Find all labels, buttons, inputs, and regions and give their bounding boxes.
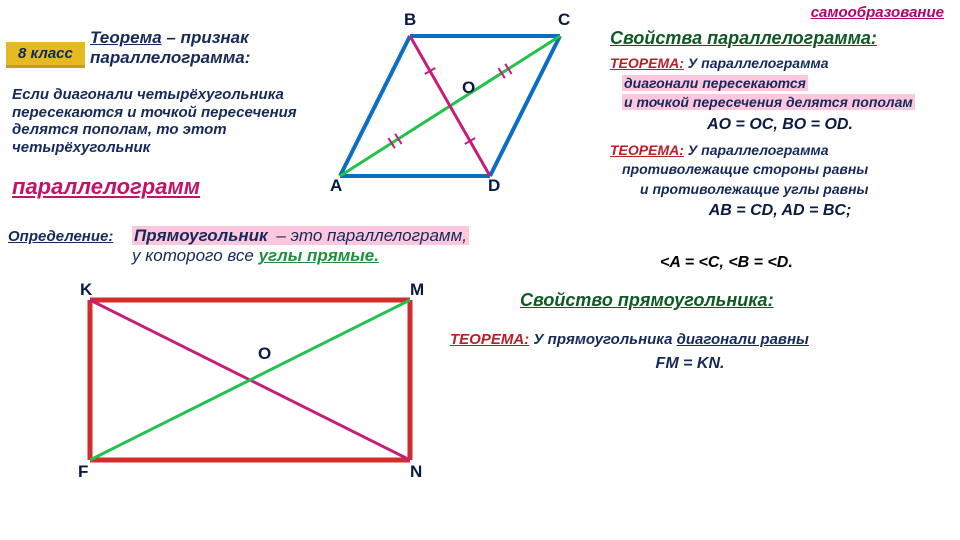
vertex-a: A: [330, 176, 342, 196]
top-right-label: самообразование: [811, 4, 944, 21]
vertex-k: K: [80, 280, 92, 300]
definition-body: Прямоугольник – это параллелограмм, у ко…: [132, 226, 552, 267]
definition-label: Определение:: [8, 228, 113, 245]
rectangle-figure: K M F N O: [70, 280, 430, 490]
center-o: O: [462, 78, 475, 98]
theorem-body: Если диагонали четырёхугольника пересека…: [12, 86, 317, 157]
vertex-m: M: [410, 280, 424, 300]
properties-title: Свойства параллелограмма:: [610, 28, 950, 49]
vertex-d: D: [488, 176, 500, 196]
theorem-title: Теорема – признак параллелограмма:: [90, 28, 250, 69]
vertex-n: N: [410, 462, 422, 482]
parallelogram-figure: B C A D O: [320, 16, 580, 201]
vertex-f: F: [78, 462, 88, 482]
properties-column: Свойства параллелограмма: ТЕОРЕМА: У пар…: [610, 28, 950, 228]
angle-equality: <A = <C, <B = <D.: [660, 254, 793, 272]
rectangle-property-title: Свойство прямоугольника:: [520, 290, 774, 311]
rectangle-theorem: ТЕОРЕМА: У прямоугольника диагонали равн…: [450, 330, 930, 374]
diag-equality: AO = OC, BO = OD.: [610, 116, 950, 134]
theorem-word: Теорема: [90, 28, 162, 47]
vertex-b: B: [404, 10, 416, 30]
parallelogram-word: параллелограмм: [12, 174, 200, 200]
side-equality: AB = CD, AD = BC;: [610, 202, 950, 220]
center-o2: O: [258, 344, 271, 364]
vertex-c: C: [558, 10, 570, 30]
grade-badge: 8 класс: [6, 42, 85, 68]
